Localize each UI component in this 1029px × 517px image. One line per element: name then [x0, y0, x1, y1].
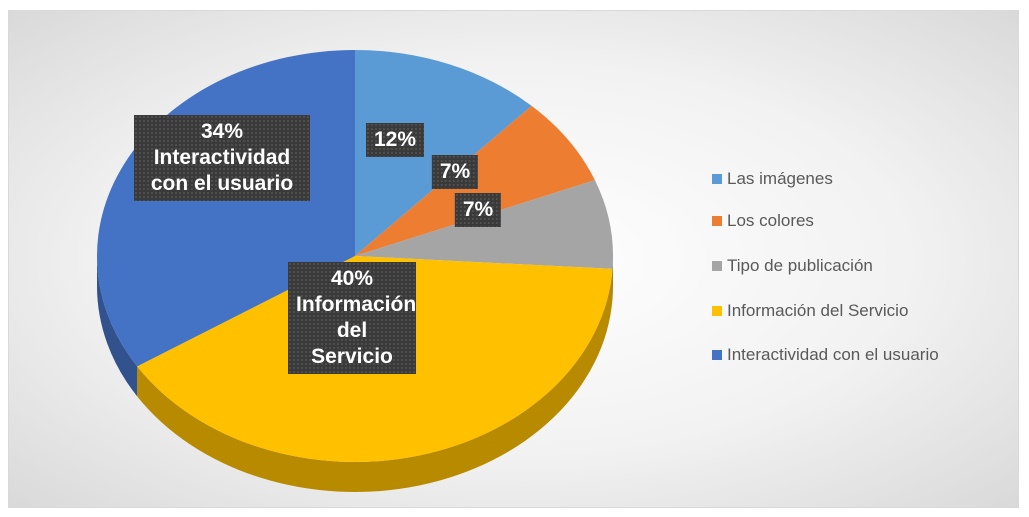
pie-side [612, 256, 613, 299]
legend-item: Los colores [712, 211, 814, 231]
data-label-value: 12% [373, 128, 417, 151]
legend-swatch [712, 174, 722, 184]
legend-item: Las imágenes [712, 169, 833, 189]
legend-swatch [712, 216, 722, 226]
pie-side [97, 256, 138, 397]
data-label-value: 7% [462, 198, 494, 221]
legend-label: Los colores [727, 211, 814, 230]
legend-label: Las imágenes [727, 169, 833, 188]
legend-item: Información del Servicio [712, 301, 908, 321]
data-label: 12% [365, 123, 425, 157]
legend-item: Interactividad con el usuario [712, 345, 939, 365]
legend-swatch [712, 306, 722, 316]
legend-label: Información del Servicio [727, 301, 909, 320]
legend-swatch [712, 350, 722, 360]
data-label: 7% [431, 155, 479, 189]
data-label-category: Interactividad con el usuario [150, 146, 294, 195]
legend-swatch [712, 261, 722, 271]
data-label-category: Información del Servicio [296, 293, 417, 368]
data-label-value: 40% [330, 267, 374, 290]
data-label: 40% Información del Servicio [288, 262, 416, 374]
legend-label: Interactividad con el usuario [727, 345, 939, 364]
data-label: 7% [454, 193, 502, 227]
legend-label: Tipo de publicación [727, 256, 873, 275]
pie-sides [97, 256, 613, 493]
pie-slice [355, 50, 532, 256]
data-label: 34% Interactividad con el usuario [134, 115, 310, 201]
data-label-value: 7% [439, 160, 471, 183]
data-label-value: 34% [200, 120, 244, 143]
pie-side [137, 268, 613, 493]
legend-item: Tipo de publicación [712, 256, 873, 276]
